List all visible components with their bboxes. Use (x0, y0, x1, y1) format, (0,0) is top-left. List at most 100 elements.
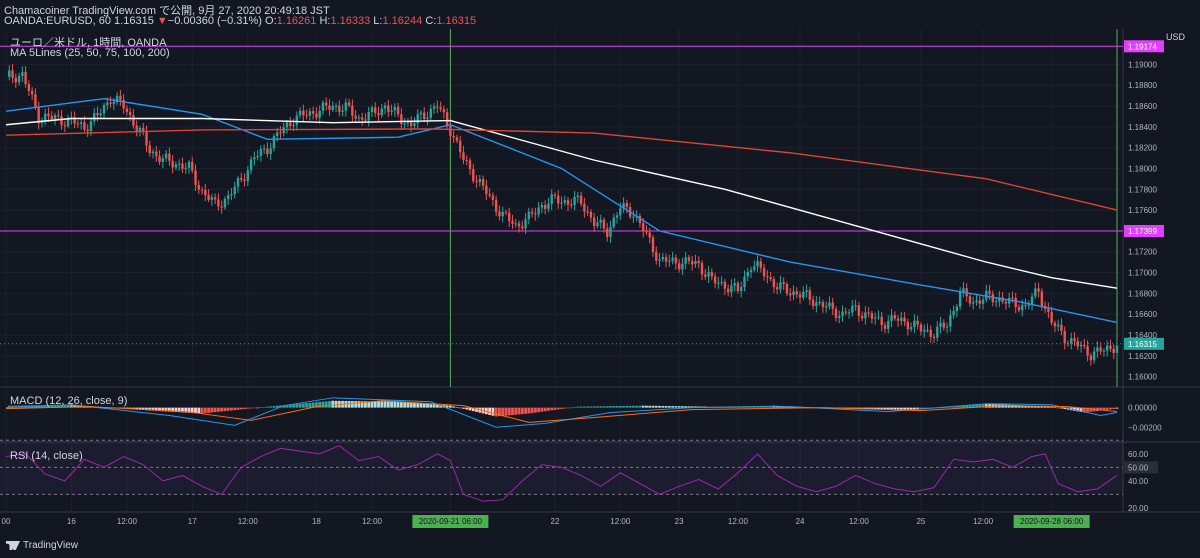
candle-body[interactable] (151, 151, 155, 154)
candle-body[interactable] (939, 322, 942, 327)
candle-body[interactable] (142, 128, 145, 133)
candle-body[interactable] (612, 217, 615, 227)
candle-body[interactable] (916, 320, 919, 325)
candle-body[interactable] (834, 308, 838, 318)
candle-body[interactable] (106, 102, 109, 106)
rsi-line[interactable] (5, 445, 1118, 502)
candle-body[interactable] (681, 263, 684, 270)
candle-body[interactable] (1053, 322, 1057, 327)
candle-body[interactable] (161, 158, 165, 162)
candle-body[interactable] (478, 179, 482, 183)
candle-body[interactable] (508, 212, 511, 222)
candle-body[interactable] (76, 123, 80, 125)
candle-body[interactable] (66, 118, 70, 127)
candle-body[interactable] (276, 132, 279, 137)
candle-body[interactable] (11, 70, 14, 78)
candle-body[interactable] (661, 256, 664, 260)
candle-body[interactable] (1092, 351, 1096, 361)
candle-body[interactable] (694, 260, 697, 265)
rsi-pane[interactable] (0, 439, 1123, 502)
candle-body[interactable] (227, 195, 230, 199)
candle-body[interactable] (919, 324, 923, 332)
candle-body[interactable] (1089, 355, 1093, 361)
candle-body[interactable] (1050, 311, 1053, 323)
candle-body[interactable] (704, 274, 707, 277)
candle-body[interactable] (583, 203, 586, 212)
candle-body[interactable] (952, 311, 955, 316)
candle-body[interactable] (1076, 340, 1079, 347)
candle-body[interactable] (30, 90, 34, 95)
candle-body[interactable] (717, 282, 720, 284)
candle-body[interactable] (338, 105, 341, 112)
candle-body[interactable] (187, 161, 191, 168)
candle-body[interactable] (112, 102, 116, 104)
candle-body[interactable] (684, 257, 687, 264)
candle-body[interactable] (517, 223, 521, 227)
candle-body[interactable] (766, 276, 769, 278)
candle-body[interactable] (831, 302, 834, 309)
candle-body[interactable] (1105, 345, 1109, 351)
candle-body[interactable] (21, 72, 24, 76)
candle-body[interactable] (17, 75, 21, 83)
candle-body[interactable] (223, 198, 227, 208)
candle-body[interactable] (994, 301, 998, 303)
candle-body[interactable] (272, 136, 276, 149)
candle-body[interactable] (521, 226, 524, 229)
candle-body[interactable] (658, 259, 661, 261)
candle-body[interactable] (374, 107, 377, 113)
candle-body[interactable] (674, 257, 678, 264)
candle-body[interactable] (491, 195, 495, 200)
candle-body[interactable] (194, 170, 197, 185)
candle-body[interactable] (145, 132, 148, 146)
candle-body[interactable] (851, 305, 854, 313)
candle-body[interactable] (60, 116, 63, 126)
candle-body[interactable] (949, 315, 952, 327)
candle-body[interactable] (109, 102, 112, 104)
brand[interactable]: TradingView (6, 540, 78, 551)
candle-body[interactable] (720, 281, 723, 283)
candle-body[interactable] (900, 317, 903, 321)
candle-body[interactable] (387, 105, 390, 112)
candle-body[interactable] (896, 318, 900, 321)
candle-body[interactable] (870, 313, 874, 319)
candle-body[interactable] (619, 208, 622, 216)
candle-body[interactable] (1102, 350, 1106, 352)
candle-body[interactable] (906, 321, 910, 330)
candle-body[interactable] (207, 195, 210, 200)
candle-body[interactable] (53, 115, 57, 120)
candle-body[interactable] (177, 163, 181, 165)
candle-body[interactable] (615, 215, 619, 218)
candle-body[interactable] (468, 160, 472, 170)
macd-pane[interactable] (5, 397, 1119, 428)
candle-body[interactable] (553, 194, 557, 196)
candle-body[interactable] (602, 219, 606, 229)
candle-body[interactable] (279, 132, 282, 134)
candle-body[interactable] (370, 107, 374, 113)
candle-body[interactable] (743, 276, 746, 287)
candle-body[interactable] (135, 125, 138, 131)
candle-body[interactable] (8, 70, 11, 77)
candle-body[interactable] (828, 302, 831, 307)
candle-body[interactable] (857, 305, 861, 316)
candle-body[interactable] (181, 163, 184, 169)
macd-line[interactable] (5, 397, 1118, 428)
candle-body[interactable] (89, 121, 93, 132)
candle-body[interactable] (298, 110, 302, 116)
candle-body[interactable] (442, 109, 446, 113)
candle-body[interactable] (217, 199, 220, 207)
candle-body[interactable] (86, 129, 89, 132)
candle-body[interactable] (860, 315, 864, 319)
candle-body[interactable] (880, 316, 883, 326)
candle-body[interactable] (844, 311, 847, 313)
candle-body[interactable] (488, 194, 491, 196)
candle-body[interactable] (462, 152, 465, 161)
candle-body[interactable] (968, 296, 972, 304)
candle-body[interactable] (452, 135, 455, 138)
candle-body[interactable] (1066, 343, 1070, 345)
candle-body[interactable] (204, 189, 207, 196)
candle-body[interactable] (158, 156, 161, 162)
candle-body[interactable] (550, 194, 553, 204)
candle-body[interactable] (455, 137, 459, 141)
candle-body[interactable] (213, 197, 217, 200)
candle-body[interactable] (1056, 324, 1060, 327)
